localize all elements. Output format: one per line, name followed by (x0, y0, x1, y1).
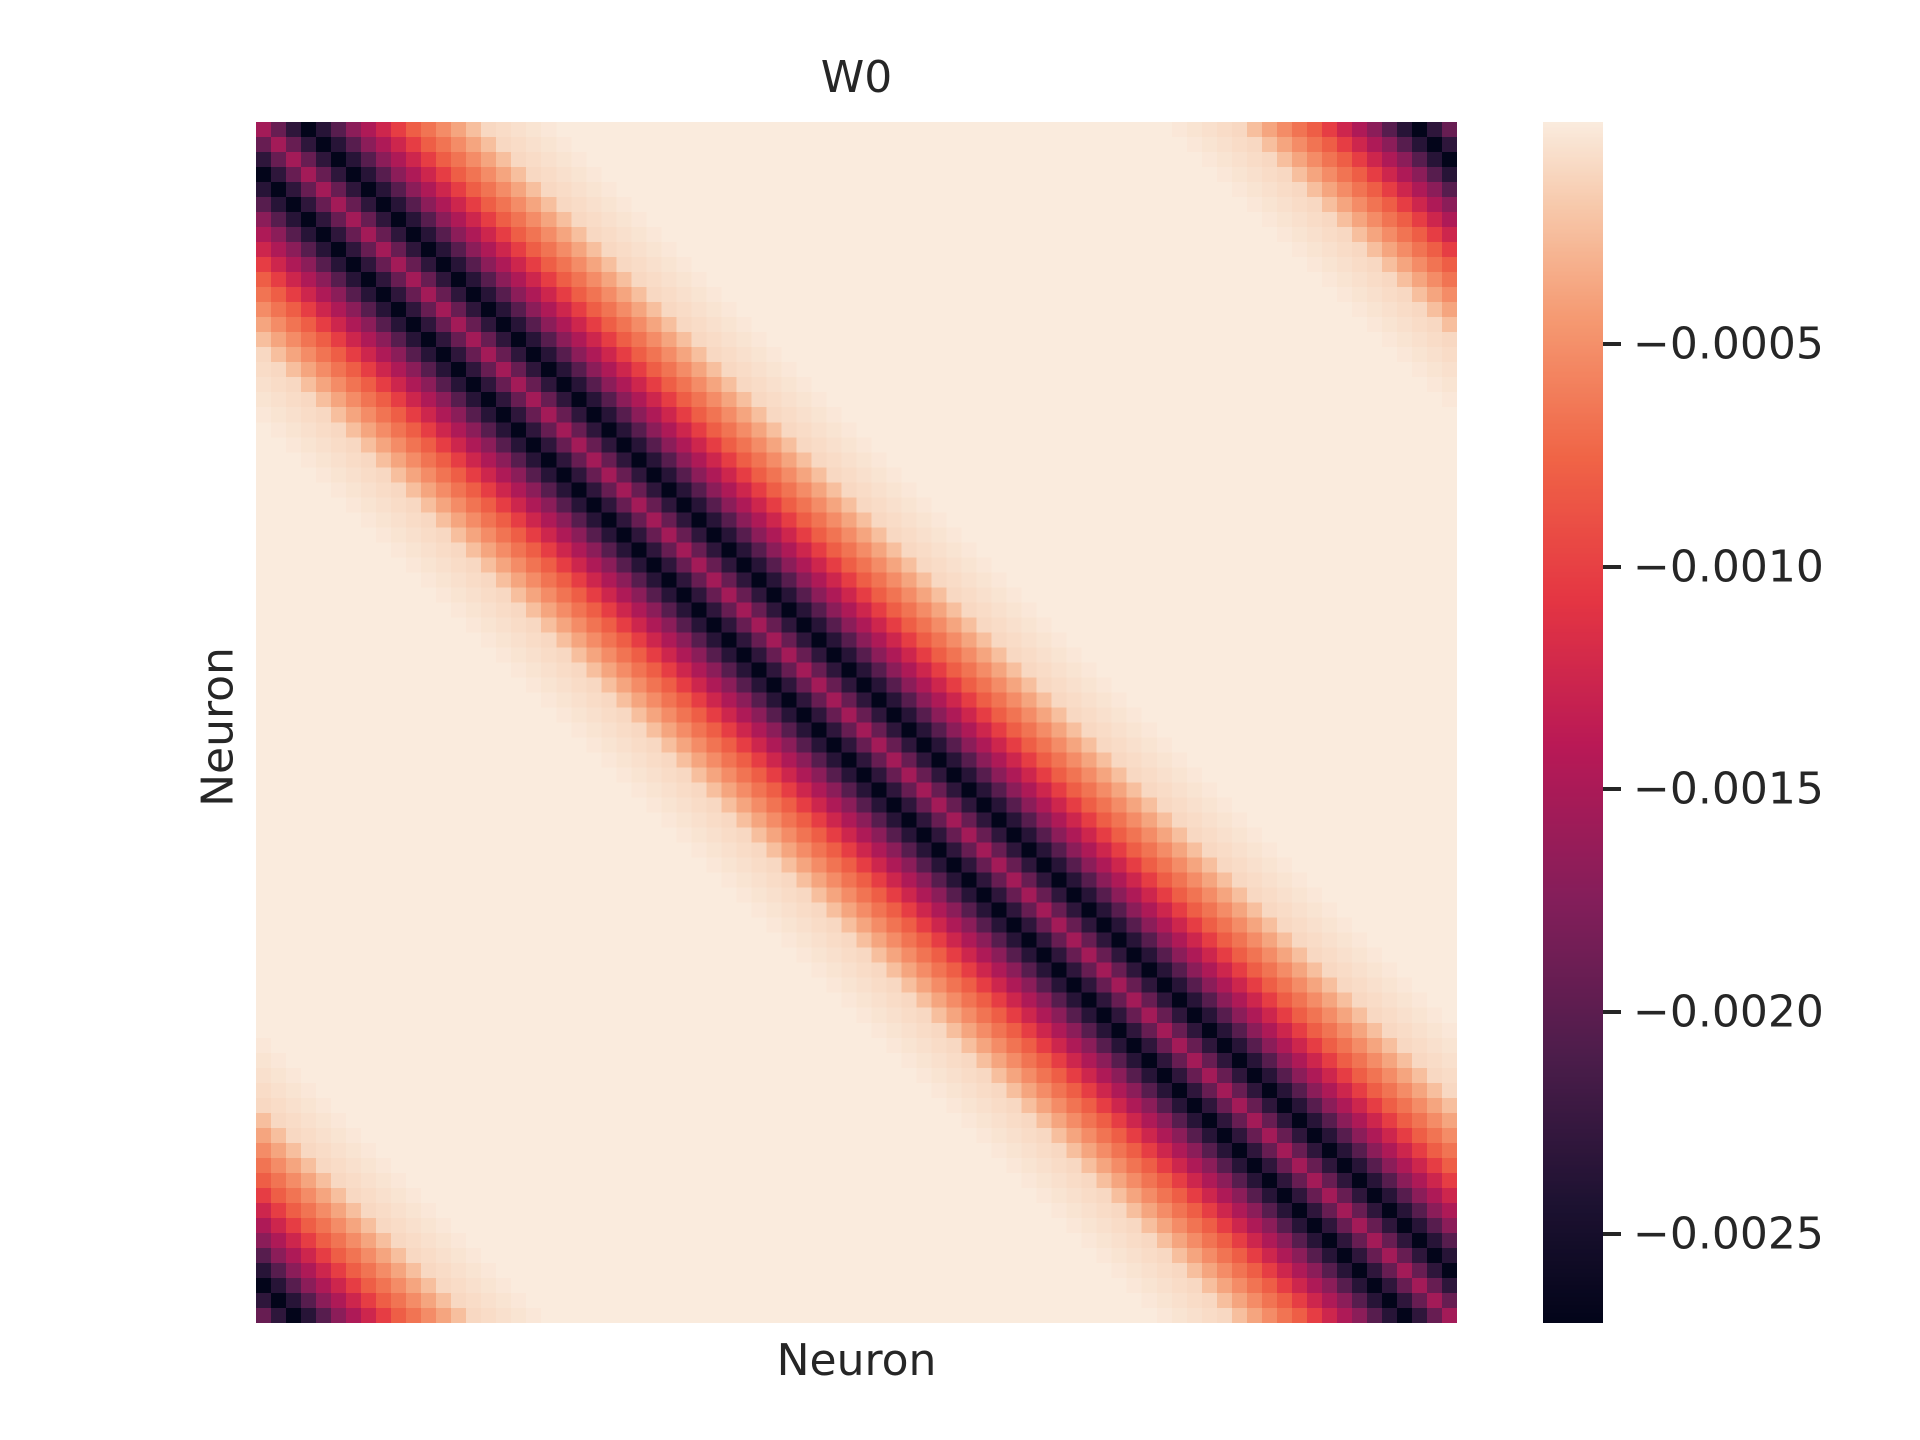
y-axis-label: Neuron (192, 647, 244, 807)
heatmap (256, 122, 1457, 1323)
chart-title: W0 (820, 52, 893, 103)
colorbar-tick-label: −0.0020 (1633, 986, 1824, 1038)
colorbar-tick-label: −0.0015 (1633, 763, 1824, 815)
colorbar-tick (1603, 1009, 1621, 1014)
colorbar-tick (1603, 342, 1621, 347)
colorbar-tick-label: −0.0025 (1633, 1208, 1824, 1260)
colorbar-tick-label: −0.0010 (1633, 541, 1824, 593)
colorbar-tick-label: −0.0005 (1633, 318, 1824, 370)
colorbar-tick (1603, 564, 1621, 569)
colorbar-tick (1603, 1232, 1621, 1237)
colorbar (1543, 122, 1603, 1323)
x-axis-label: Neuron (776, 1335, 937, 1386)
colorbar-tick (1603, 787, 1621, 792)
